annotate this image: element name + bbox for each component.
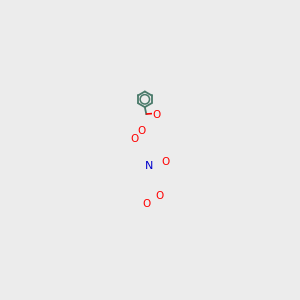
Text: O: O	[142, 200, 150, 209]
Text: O: O	[152, 110, 161, 120]
Text: O: O	[138, 127, 146, 136]
Text: N: N	[145, 161, 153, 171]
Text: O: O	[161, 157, 169, 166]
Text: O: O	[155, 191, 164, 201]
Text: O: O	[131, 134, 139, 144]
